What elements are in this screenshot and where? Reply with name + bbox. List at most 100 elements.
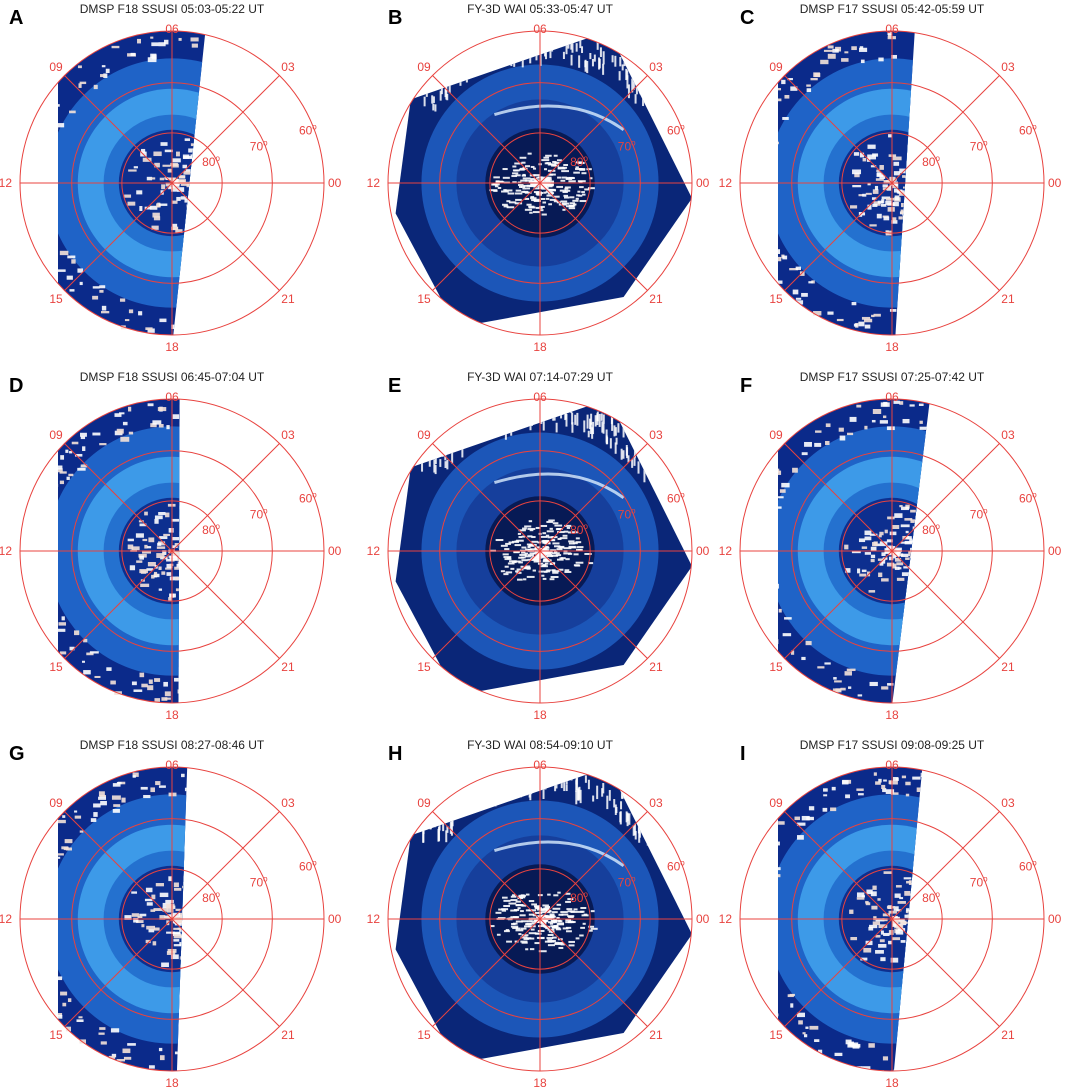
mlt-label-18: 18 [533,1076,547,1090]
mlt-label-06: 06 [533,22,547,36]
latitude-label: 80o [922,154,940,169]
mlt-label-21: 21 [649,1028,663,1042]
mlt-label-03: 03 [281,60,295,74]
mlt-label-21: 21 [281,292,295,306]
mlt-label-06: 06 [885,758,899,772]
latitude-label: 70o [250,506,268,521]
mlt-label-18: 18 [885,1076,899,1090]
mlt-label-00: 00 [328,176,342,190]
mlt-label-15: 15 [769,292,783,306]
mlt-label-00: 00 [1048,176,1062,190]
latitude-label: 60o [299,123,317,138]
mlt-label-09: 09 [49,60,63,74]
mlt-label-15: 15 [417,660,431,674]
mlt-label-15: 15 [769,660,783,674]
mlt-label-03: 03 [1001,60,1015,74]
mlt-label-06: 06 [165,758,179,772]
mlt-label-12: 12 [0,176,12,190]
mlt-label-12: 12 [367,544,381,558]
mlt-label-18: 18 [165,1076,179,1090]
panel-title: DMSP F17 SSUSI 07:25-07:42 UT [799,370,985,384]
mlt-label-06: 06 [885,22,899,36]
mlt-label-15: 15 [49,292,63,306]
mlt-label-12: 12 [367,912,381,926]
mlt-label-18: 18 [165,708,179,722]
mlt-label-00: 00 [696,912,710,926]
latitude-label: 80o [922,890,940,905]
panel-letter-G: G [9,743,25,765]
mlt-label-18: 18 [885,708,899,722]
latitude-label: 60o [667,859,685,874]
latitude-label: 60o [1019,123,1037,138]
mlt-label-18: 18 [885,340,899,354]
mlt-label-06: 06 [165,22,179,36]
panel-letter-C: C [740,7,755,29]
mlt-label-18: 18 [533,340,547,354]
latitude-label: 70o [970,874,988,889]
mlt-label-09: 09 [769,428,783,442]
mlt-label-03: 03 [649,60,663,74]
mlt-label-09: 09 [769,796,783,810]
mlt-label-00: 00 [328,912,342,926]
latitude-label: 80o [202,522,220,537]
latitude-label: 60o [1019,491,1037,506]
mlt-label-00: 00 [696,176,710,190]
mlt-label-06: 06 [533,758,547,772]
latitude-label: 80o [202,890,220,905]
mlt-label-15: 15 [417,1028,431,1042]
panel-letter-A: A [9,7,24,29]
latitude-label: 70o [970,506,988,521]
mlt-label-09: 09 [417,796,431,810]
mlt-label-06: 06 [165,390,179,404]
panel-letter-D: D [9,375,24,397]
mlt-label-12: 12 [719,176,733,190]
latitude-label: 60o [667,123,685,138]
mlt-label-18: 18 [165,340,179,354]
mlt-label-21: 21 [281,1028,295,1042]
mlt-label-03: 03 [649,796,663,810]
mlt-label-09: 09 [417,428,431,442]
polar-aurora-panel: 06 03 00 21 18 15 12 09 80o 70o 60o [0,22,342,354]
panel-letter-I: I [740,743,746,765]
latitude-label: 80o [202,154,220,169]
panel-letter-H: H [388,743,403,765]
mlt-label-15: 15 [49,660,63,674]
mlt-label-03: 03 [1001,796,1015,810]
panel-title: DMSP F17 SSUSI 05:42-05:59 UT [799,2,985,16]
mlt-label-21: 21 [281,660,295,674]
latitude-label: 70o [250,874,268,889]
mlt-label-00: 00 [1048,544,1062,558]
panel-letter-F: F [740,375,753,397]
latitude-label: 70o [970,138,988,153]
mlt-label-15: 15 [49,1028,63,1042]
mlt-label-09: 09 [49,428,63,442]
panel-title: FY-3D WAI 08:54-09:10 UT [467,738,613,752]
mlt-label-21: 21 [1001,660,1015,674]
latitude-label: 60o [1019,859,1037,874]
mlt-label-15: 15 [769,1028,783,1042]
mlt-label-09: 09 [769,60,783,74]
mlt-label-00: 00 [328,544,342,558]
mlt-label-00: 00 [696,544,710,558]
latitude-label: 70o [250,138,268,153]
panel-title: DMSP F18 SSUSI 05:03-05:22 UT [79,2,265,16]
mlt-label-03: 03 [281,796,295,810]
latitude-label: 60o [299,491,317,506]
mlt-label-18: 18 [533,708,547,722]
mlt-label-06: 06 [885,390,899,404]
panel-letter-B: B [388,7,403,29]
mlt-label-12: 12 [719,912,733,926]
mlt-label-15: 15 [417,292,431,306]
mlt-label-09: 09 [49,796,63,810]
mlt-label-21: 21 [1001,1028,1015,1042]
mlt-label-03: 03 [649,428,663,442]
